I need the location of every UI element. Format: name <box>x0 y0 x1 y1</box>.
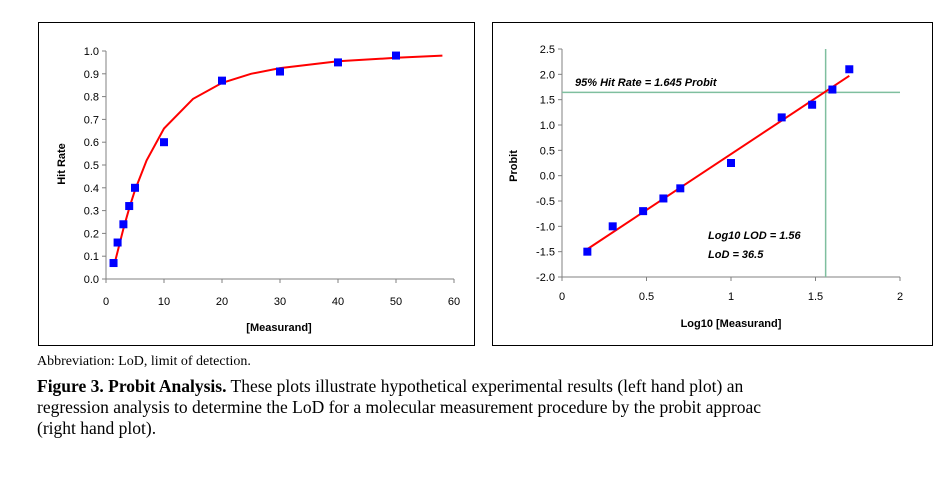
left-data-point <box>160 138 168 147</box>
caption-label: Figure 3. Probit Analysis. <box>37 376 227 396</box>
probit-chart-panel: Probit Log10 [Measurand] 95% Hit Rate = … <box>492 22 933 346</box>
right-data-point <box>845 65 854 74</box>
log-lod-annotation: Log10 LOD = 1.56 <box>708 230 801 242</box>
left-y-tick-label: 0.5 <box>84 160 99 172</box>
right-ylabel: Probit <box>508 150 520 182</box>
left-y-tick-label: 0.9 <box>84 69 99 81</box>
right-y-tick-label: 2.0 <box>540 69 555 81</box>
hit-rate-annotation: 95% Hit Rate = 1.645 Probit <box>575 77 718 89</box>
caption-line-1: Figure 3. Probit Analysis. These plots i… <box>37 376 939 397</box>
left-x-tick-label: 30 <box>274 296 286 308</box>
caption-line-3: (right hand plot). <box>37 418 157 438</box>
right-y-tick-label: -1.5 <box>536 247 555 259</box>
right-data-point <box>608 222 617 231</box>
left-x-tick-label: 0 <box>103 296 109 308</box>
right-y-tick-label: 0.5 <box>540 145 555 157</box>
left-y-tick-label: 0.0 <box>84 274 99 286</box>
left-y-tick-label: 0.1 <box>84 251 99 263</box>
right-x-tick-label: 1 <box>728 291 734 303</box>
right-y-tick-label: 2.5 <box>540 44 555 56</box>
right-x-tick-label: 1.5 <box>808 291 823 303</box>
caption-text-1: These plots illustrate hypothetical expe… <box>226 376 744 396</box>
left-data-point <box>276 67 284 76</box>
left-data-point <box>125 202 134 211</box>
right-y-tick-label: 0.0 <box>540 171 555 183</box>
right-y-tick-label: 1.0 <box>540 120 555 132</box>
right-data-point <box>676 184 685 193</box>
left-y-tick-label: 0.8 <box>84 92 99 104</box>
left-fit-curve <box>113 54 443 264</box>
right-data-point <box>639 207 648 216</box>
left-y-tick-label: 0.4 <box>84 183 99 195</box>
left-xlabel: [Measurand] <box>246 322 312 334</box>
right-data-point <box>659 194 668 203</box>
left-data-point <box>113 238 122 247</box>
left-data-point <box>119 220 128 229</box>
right-data-point <box>583 247 592 256</box>
left-y-tick-label: 1.0 <box>84 46 99 58</box>
left-data-point <box>392 51 400 60</box>
left-ylabel: Hit Rate <box>56 143 68 185</box>
left-x-tick-label: 60 <box>448 296 460 308</box>
right-x-tick-label: 0.5 <box>639 291 654 303</box>
right-xlabel: Log10 [Measurand] <box>681 318 782 330</box>
right-data-point <box>727 159 735 167</box>
left-x-tick-label: 20 <box>216 296 228 308</box>
right-x-tick-label: 0 <box>559 291 565 303</box>
right-y-tick-label: -1.0 <box>536 221 555 233</box>
left-y-tick-label: 0.3 <box>84 206 99 218</box>
probit-chart: Probit Log10 [Measurand] 95% Hit Rate = … <box>508 44 903 330</box>
left-data-point <box>109 259 118 268</box>
left-data-point <box>334 58 342 67</box>
hit-rate-chart-panel: Hit Rate [Measurand] 0.0 0.1 0.2 0.3 0.4 0.5 0… <box>38 22 475 346</box>
right-data-point <box>777 113 786 122</box>
left-x-tick-label: 40 <box>332 296 344 308</box>
right-data-point <box>828 85 837 94</box>
left-y-tick-label: 0.7 <box>84 114 99 126</box>
hit-rate-chart: Hit Rate [Measurand] 0.0 0.1 0.2 0.3 0.4 0.5 0… <box>56 46 460 334</box>
caption-line-2: regression analysis to determine the LoD… <box>37 397 762 417</box>
right-y-tick-label: -0.5 <box>536 196 555 208</box>
right-fit-line <box>586 75 850 250</box>
left-data-point <box>131 183 139 192</box>
left-x-tick-label: 50 <box>390 296 402 308</box>
right-y-tick-label: -2.0 <box>536 272 555 284</box>
figure-caption: Figure 3. Probit Analysis. These plots i… <box>37 376 939 439</box>
right-y-tick-label: 1.5 <box>540 95 555 107</box>
right-data-point <box>808 100 817 109</box>
left-data-point <box>218 76 226 85</box>
left-y-tick-label: 0.2 <box>84 228 99 240</box>
abbreviation-note: Abbreviation: LoD, limit of detection. <box>37 354 251 369</box>
left-x-tick-label: 10 <box>158 296 170 308</box>
lod-annotation: LoD = 36.5 <box>708 249 764 261</box>
left-y-tick-label: 0.6 <box>84 137 99 149</box>
right-x-tick-label: 2 <box>897 291 903 303</box>
